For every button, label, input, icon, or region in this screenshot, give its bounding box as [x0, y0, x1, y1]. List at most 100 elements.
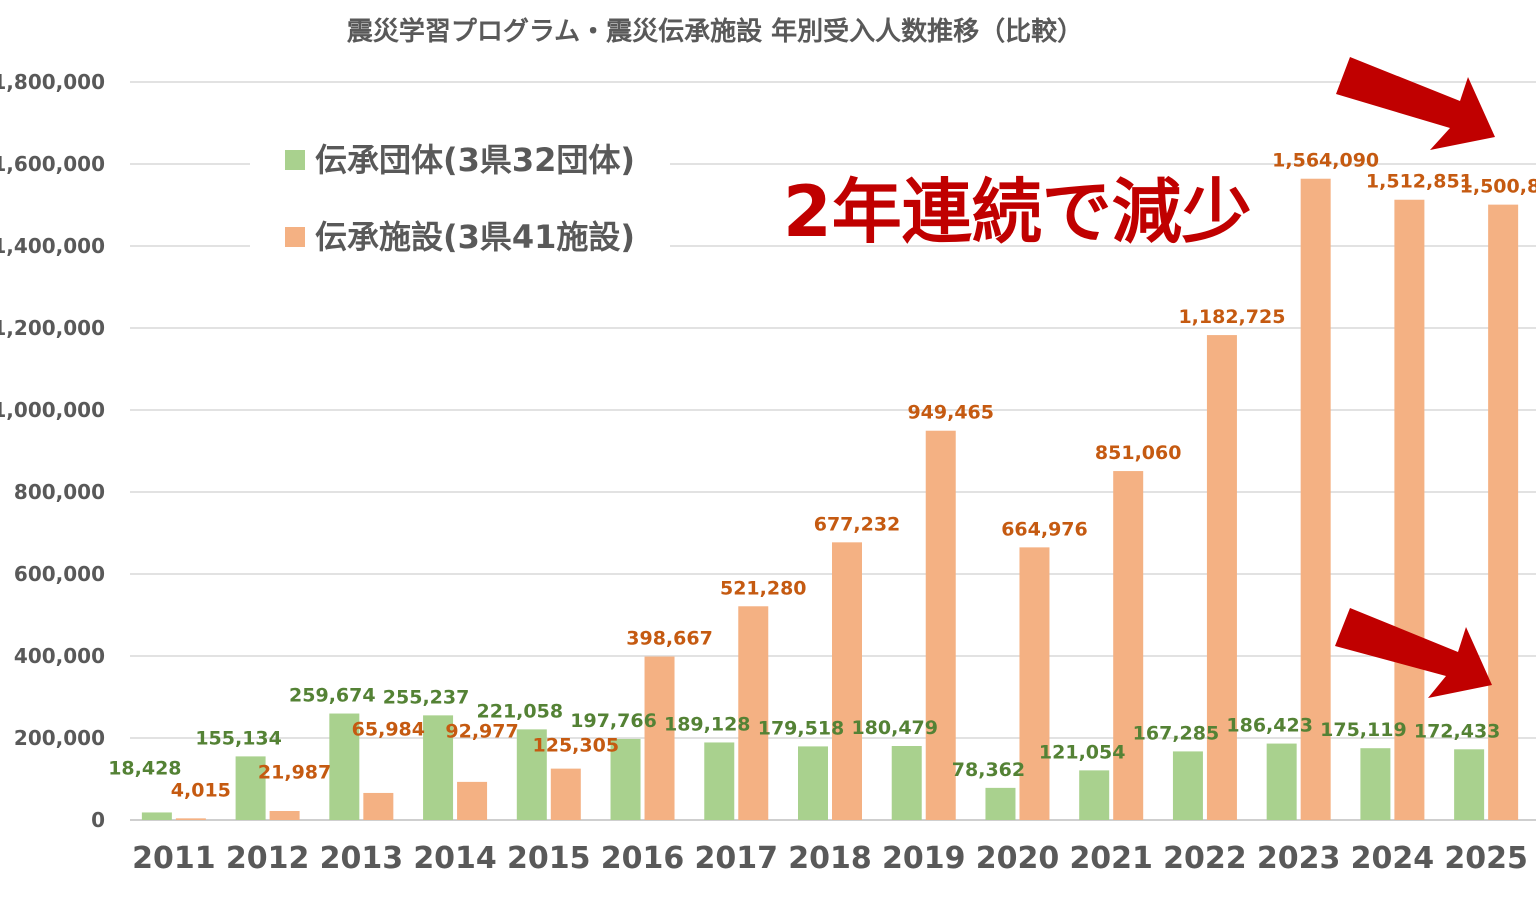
data-label-facilities: 4,015: [171, 779, 231, 801]
bar-facilities: [832, 542, 862, 820]
bar-groups: [516, 729, 547, 820]
bar-groups: [985, 787, 1016, 820]
y-tick-label: 1,600,000: [0, 152, 105, 176]
data-label-facilities: 125,305: [533, 734, 620, 756]
x-tick-label: 2012: [226, 841, 310, 876]
bar-groups: [610, 738, 641, 820]
x-tick-label: 2024: [1351, 841, 1435, 876]
legend: 伝承団体(3県32団体) 伝承施設(3県41施設): [250, 120, 670, 270]
bar-facilities: [1019, 547, 1050, 820]
chart-title: 震災学習プログラム・震災伝承施設 年別受入人数推移（比較）: [347, 16, 1083, 47]
data-label-facilities: 851,060: [1095, 442, 1182, 464]
data-label-facilities: 949,465: [907, 402, 994, 424]
x-tick-label: 2022: [1163, 841, 1247, 876]
bar-groups: [1266, 743, 1297, 820]
data-label-groups: 172,433: [1414, 720, 1501, 742]
data-label-groups: 255,237: [383, 686, 470, 708]
data-label-groups: 259,674: [289, 685, 376, 707]
data-label-groups: 186,423: [1226, 715, 1313, 737]
bar-groups: [1360, 748, 1391, 820]
bar-groups: [1454, 749, 1485, 820]
x-tick-label: 2025: [1444, 841, 1528, 876]
data-label-groups: 175,119: [1320, 719, 1407, 741]
x-tick-label: 2014: [413, 841, 497, 876]
x-tick-label: 2016: [601, 841, 685, 876]
bar-facilities: [1206, 335, 1237, 820]
bar-groups: [235, 756, 266, 820]
bar-facilities: [1488, 204, 1519, 821]
arrow-top-icon: [1336, 57, 1495, 150]
y-tick-label: 400,000: [14, 644, 105, 668]
gridlines: [130, 81, 1536, 821]
x-tick-label: 2020: [976, 841, 1060, 876]
bar-facilities: [925, 430, 956, 820]
bar-facilities: [363, 792, 394, 820]
data-label-groups: 121,054: [1039, 741, 1126, 763]
bar-groups: [891, 746, 922, 820]
bar-facilities: [644, 656, 675, 820]
x-axis-ticks: 2011 2012 2013 2014 2015 2016 2017 2018 2019 2020…: [132, 841, 1528, 876]
data-label-groups: 197,766: [570, 710, 657, 732]
data-label-groups: 189,128: [664, 713, 751, 735]
y-tick-label: 0: [91, 808, 105, 832]
data-label-facilities: 1,564,090: [1272, 150, 1379, 172]
data-label-groups: 78,362: [952, 759, 1025, 781]
data-label-facilities: 1,500,883: [1460, 176, 1536, 198]
bar-facilities: [1394, 199, 1425, 821]
x-tick-label: 2018: [788, 841, 872, 876]
bar-groups: [704, 742, 735, 820]
x-tick-label: 2013: [320, 841, 404, 876]
x-tick-label: 2021: [1069, 841, 1153, 876]
bar-groups: [1172, 751, 1203, 820]
bar-groups: [141, 812, 172, 820]
annotation-text: 2年連続で減少: [783, 171, 1252, 253]
data-label-facilities: 92,977: [445, 720, 518, 742]
bar-groups: [329, 713, 360, 820]
bar-groups: [423, 715, 454, 820]
bar-groups: [1079, 770, 1110, 820]
bar-facilities: [457, 781, 488, 820]
data-label-groups: 221,058: [477, 700, 564, 722]
data-label-facilities: 21,987: [258, 761, 331, 783]
bar-facilities: [1113, 471, 1144, 820]
x-tick-label: 2019: [882, 841, 966, 876]
bar-facilities: [738, 606, 769, 820]
data-label-facilities: 677,232: [814, 513, 901, 535]
y-tick-label: 1,800,000: [0, 70, 105, 94]
x-tick-label: 2015: [507, 841, 591, 876]
legend-label-facilities: 伝承施設(3県41施設): [315, 218, 635, 256]
bar-facilities: [269, 810, 300, 820]
y-tick-label: 1,400,000: [0, 234, 105, 258]
legend-swatch-groups: [285, 150, 305, 170]
data-label-facilities: 521,280: [720, 577, 807, 599]
bar-facilities: [1300, 178, 1331, 821]
data-label-facilities: 398,667: [626, 628, 713, 650]
data-label-groups: 167,285: [1133, 722, 1220, 744]
legend-label-groups: 伝承団体(3県32団体): [315, 141, 635, 179]
y-tick-label: 800,000: [14, 480, 105, 504]
legend-swatch-facilities: [285, 227, 305, 247]
data-label-groups: 155,134: [195, 727, 282, 749]
bar-facilities: [175, 818, 206, 820]
data-label-facilities: 65,984: [352, 719, 425, 741]
bar-groups: [798, 746, 828, 820]
x-tick-label: 2017: [695, 841, 779, 876]
data-label-facilities: 664,976: [1001, 518, 1088, 540]
data-label-groups: 180,479: [851, 717, 938, 739]
x-tick-label: 2011: [132, 841, 216, 876]
y-tick-label: 200,000: [14, 726, 105, 750]
y-tick-label: 600,000: [14, 562, 105, 586]
data-label-facilities: 1,512,851: [1366, 171, 1473, 193]
data-label-groups: 18,428: [108, 757, 181, 779]
x-tick-label: 2023: [1257, 841, 1341, 876]
y-tick-label: 1,000,000: [0, 398, 105, 422]
y-tick-label: 1,200,000: [0, 316, 105, 340]
y-axis-ticks: 0 200,000 400,000 600,000 800,000 1,000,000 1,…: [0, 70, 105, 832]
data-label-groups: 179,518: [758, 717, 845, 739]
bars: [141, 178, 1519, 821]
arrow-bottom-icon: [1335, 608, 1492, 698]
data-label-facilities: 1,182,725: [1178, 306, 1285, 328]
bar-facilities: [550, 768, 581, 820]
